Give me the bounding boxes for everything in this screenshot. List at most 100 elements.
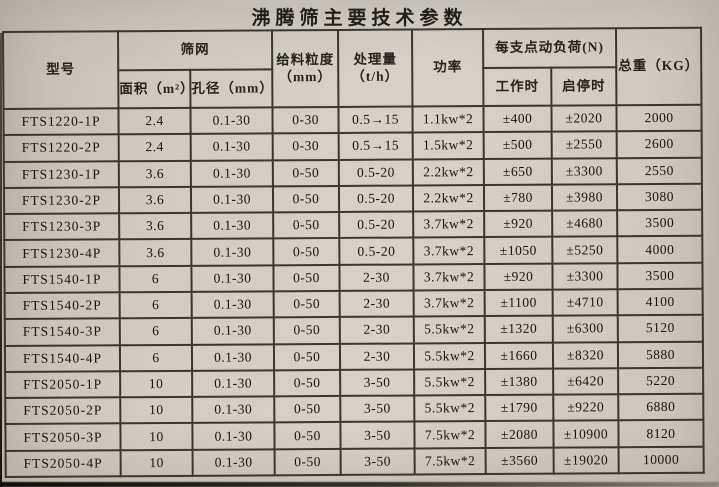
model-cell: FTS1230-2P xyxy=(3,187,120,215)
value-cell: 10 xyxy=(120,396,193,424)
value-cell: 1.1kw*2 xyxy=(412,106,484,133)
value-cell: 3.6 xyxy=(119,239,192,266)
value-cell: 0.1-30 xyxy=(191,291,274,319)
value-cell: ±1320 xyxy=(484,315,553,343)
value-cell: ±500 xyxy=(483,131,552,159)
value-cell: 0.5-20 xyxy=(338,159,413,186)
value-cell: 0.5→15 xyxy=(338,106,413,134)
photo-left-edge xyxy=(0,33,2,487)
value-cell: ±4680 xyxy=(552,210,618,238)
value-cell: ±2080 xyxy=(485,421,554,448)
model-cell: FTS1540-3P xyxy=(4,318,120,346)
value-cell: 2-30 xyxy=(339,343,415,370)
page-title: 沸腾筛主要技术参数 xyxy=(251,8,468,29)
value-cell: ±1050 xyxy=(484,237,553,264)
value-cell: ±400 xyxy=(483,105,552,133)
value-cell: ±650 xyxy=(483,158,552,185)
value-cell: ±6300 xyxy=(552,315,618,343)
value-cell: ±1660 xyxy=(484,342,554,369)
model-cell: FTS2050-2P xyxy=(5,397,121,425)
value-cell: 0-50 xyxy=(273,290,340,318)
value-cell: 2.4 xyxy=(118,134,191,161)
value-cell: 6 xyxy=(119,291,192,319)
col-header-feed-size-line2: （mm） xyxy=(278,68,333,84)
value-cell: 5120 xyxy=(617,314,703,342)
value-cell: ±5250 xyxy=(552,236,618,264)
value-cell: 0-50 xyxy=(273,317,340,344)
value-cell: 0-50 xyxy=(274,396,341,423)
value-cell: 6 xyxy=(119,318,192,345)
value-cell: 5.5kw*2 xyxy=(414,368,486,396)
value-cell: 3500 xyxy=(617,262,703,290)
value-cell: 0.5-20 xyxy=(339,237,414,265)
col-header-total-weight: 总重（KG） xyxy=(615,27,702,106)
value-cell: 3.7kw*2 xyxy=(413,237,485,265)
col-header-screen-group: 筛网 xyxy=(118,30,273,71)
value-cell: 7.5kw*2 xyxy=(414,447,486,475)
value-cell: ±3980 xyxy=(551,184,618,211)
col-header-model: 型号 xyxy=(3,31,119,109)
value-cell: 2.2kw*2 xyxy=(412,158,484,186)
value-cell: 10 xyxy=(120,370,193,398)
value-cell: 2550 xyxy=(616,157,702,185)
model-cell: FTS1540-2P xyxy=(4,292,120,320)
value-cell: ±920 xyxy=(484,210,553,238)
col-header-start-stop: 启停时 xyxy=(551,67,617,106)
model-cell: FTS1220-2P xyxy=(3,134,119,162)
model-cell: FTS1540-1P xyxy=(4,265,120,293)
value-cell: 3.7kw*2 xyxy=(413,263,485,291)
value-cell: 3080 xyxy=(616,183,703,211)
model-cell: FTS2050-1P xyxy=(5,371,121,399)
value-cell: ±3300 xyxy=(551,157,617,185)
value-cell: ±1100 xyxy=(484,289,553,317)
photo-bottom-edge xyxy=(0,482,719,487)
value-cell: 0.1-30 xyxy=(192,448,275,476)
value-cell: ±9220 xyxy=(553,394,619,422)
value-cell: 0-30 xyxy=(272,106,339,134)
value-cell: 10 xyxy=(120,449,193,477)
value-cell: 2000 xyxy=(616,104,702,132)
col-header-capacity: 处理量 （t/h） xyxy=(337,29,413,107)
value-cell: 2.2kw*2 xyxy=(412,184,485,212)
header-row-1: 型号 筛网 给料粒度 （mm） 处理量 （t/h） 功率 每支点动负荷(N) 总… xyxy=(3,27,702,109)
value-cell: 3-50 xyxy=(340,369,415,397)
col-header-load-group: 每支点动负荷(N) xyxy=(482,28,617,69)
col-header-feed-size-line1: 给料粒度 xyxy=(276,51,335,67)
value-cell: ±4710 xyxy=(552,289,618,316)
col-header-capacity-line1: 处理量 xyxy=(353,51,397,67)
value-cell: ±10900 xyxy=(553,420,619,448)
value-cell: 5220 xyxy=(618,367,704,395)
value-cell: 3-50 xyxy=(340,421,415,449)
value-cell: 3.6 xyxy=(118,186,192,214)
model-cell: FTS1230-4P xyxy=(4,239,120,267)
value-cell: ±19020 xyxy=(553,446,619,474)
value-cell: 0-50 xyxy=(272,159,339,187)
col-header-area: 面积（m²） xyxy=(118,69,191,109)
value-cell: ±1790 xyxy=(485,394,554,422)
value-cell: 0.5-20 xyxy=(339,211,414,239)
value-cell: 0.1-30 xyxy=(190,186,274,213)
col-header-capacity-line2: （t/h） xyxy=(351,68,400,84)
value-cell: 6880 xyxy=(618,393,704,421)
value-cell: 0-50 xyxy=(274,422,341,449)
table-body: FTS1220-1P 2.4 0.1-30 0-30 0.5→15 1.1kw*2 ±400… xyxy=(3,104,704,477)
value-cell: 0-50 xyxy=(274,448,341,476)
value-cell: 2-30 xyxy=(339,290,414,318)
table-header: 型号 筛网 给料粒度 （mm） 处理量 （t/h） 功率 每支点动负荷(N) 总… xyxy=(3,27,702,109)
value-cell: 0.5-20 xyxy=(338,185,414,213)
value-cell: 0-50 xyxy=(273,238,340,266)
value-cell: 5.5kw*2 xyxy=(413,342,486,370)
value-cell: ±2550 xyxy=(551,131,617,159)
value-cell: 0.5→15 xyxy=(338,132,413,160)
value-cell: 1.5kw*2 xyxy=(412,132,484,160)
value-cell: 6 xyxy=(119,265,192,293)
model-cell: FTS1230-1P xyxy=(3,160,119,188)
value-cell: ±6420 xyxy=(553,368,619,395)
model-cell: FTS2050-3P xyxy=(5,423,121,451)
value-cell: 7.5kw*2 xyxy=(414,421,486,449)
value-cell: 5.5kw*2 xyxy=(413,316,485,344)
value-cell: 2-30 xyxy=(339,264,414,291)
value-cell: 5880 xyxy=(617,341,704,369)
value-cell: ±2020 xyxy=(551,105,617,132)
